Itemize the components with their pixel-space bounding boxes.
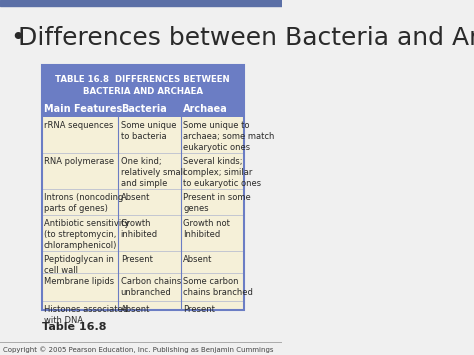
Text: BACTERIA AND ARCHAEA: BACTERIA AND ARCHAEA [82,87,202,96]
Text: Some carbon
chains branched: Some carbon chains branched [183,277,253,297]
Text: Membrane lipids: Membrane lipids [44,277,114,286]
Text: •: • [11,26,26,50]
Text: Absent: Absent [121,305,150,313]
Text: Absent: Absent [183,255,213,264]
Text: Antibiotic sensitivity
(to streptomycin,
chloramphenicol): Antibiotic sensitivity (to streptomycin,… [44,219,129,250]
Text: Present: Present [121,255,153,264]
Bar [42,65,244,117]
Text: TABLE 16.8  DIFFERENCES BETWEEN: TABLE 16.8 DIFFERENCES BETWEEN [55,75,230,84]
Text: Main Features: Main Features [44,104,122,114]
Text: RNA polymerase: RNA polymerase [44,157,114,166]
Text: Some unique
to bacteria: Some unique to bacteria [121,121,176,141]
Bar [42,101,244,117]
Text: Peptidoglycan in
cell wall: Peptidoglycan in cell wall [44,255,114,275]
Text: Present in some
genes: Present in some genes [183,193,251,213]
Text: One kind;
relatively small
and simple: One kind; relatively small and simple [121,157,185,188]
Bar [0,0,282,6]
Text: Some unique to
archaea; some match
eukaryotic ones: Some unique to archaea; some match eukar… [183,121,275,152]
Text: Histones associated
with DNA: Histones associated with DNA [44,305,128,325]
Text: rRNA sequences: rRNA sequences [44,121,113,130]
Text: Bacteria: Bacteria [121,104,166,114]
Text: Archaea: Archaea [183,104,228,114]
Text: Table 16.8: Table 16.8 [42,322,106,332]
Text: Present: Present [183,305,215,313]
Text: Growth not
Inhibited: Growth not Inhibited [183,219,230,239]
Text: Growth
inhibited: Growth inhibited [121,219,158,239]
Text: Absent: Absent [121,193,150,202]
Text: Several kinds;
complex; similar
to eukaryotic ones: Several kinds; complex; similar to eukar… [183,157,262,188]
Text: Copyright © 2005 Pearson Education, Inc. Publishing as Benjamin Cummings: Copyright © 2005 Pearson Education, Inc.… [3,346,273,353]
Text: Carbon chains
unbranched: Carbon chains unbranched [121,277,181,297]
Text: Differences between Bacteria and Archaea: Differences between Bacteria and Archaea [18,26,474,50]
Bar [42,65,244,310]
Text: Introns (noncoding
parts of genes): Introns (noncoding parts of genes) [44,193,123,213]
